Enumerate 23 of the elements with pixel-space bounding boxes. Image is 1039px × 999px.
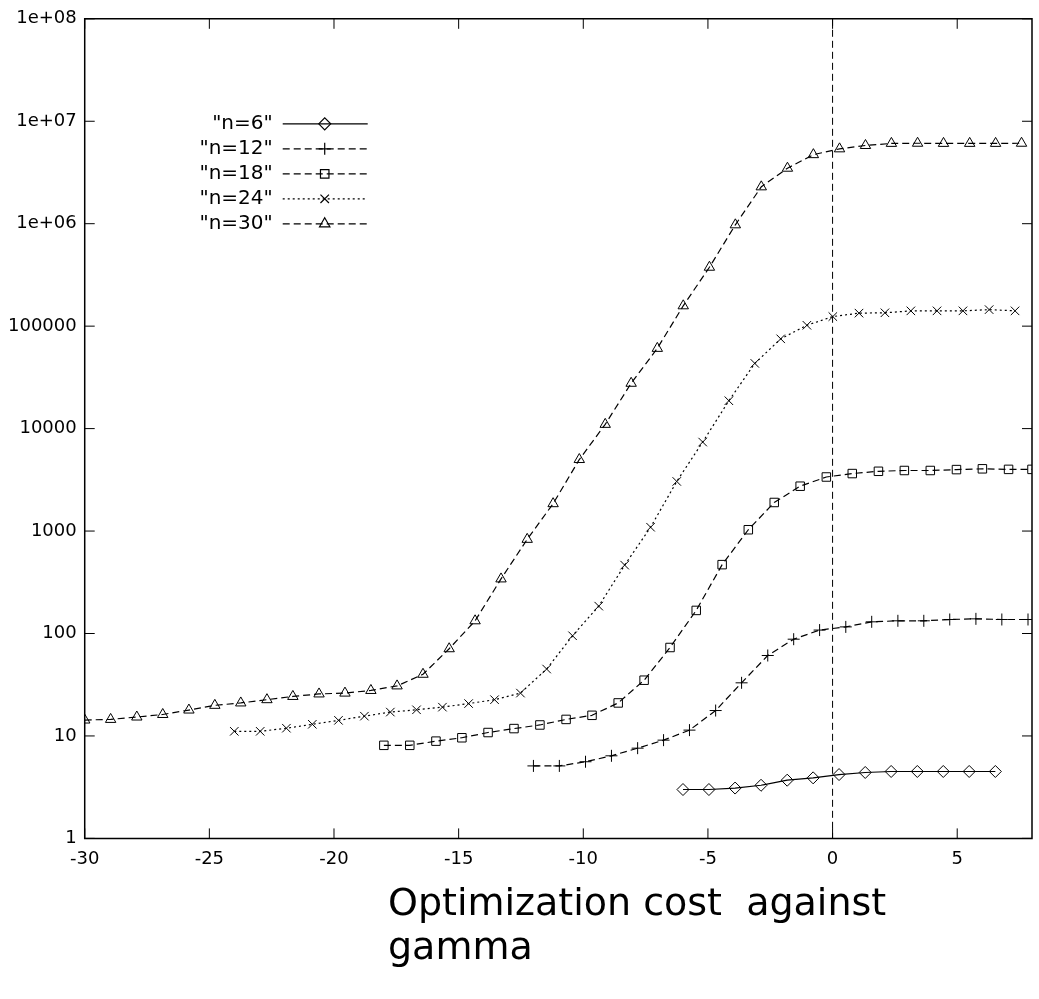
x-tick-label: -10 bbox=[568, 846, 598, 868]
x-tick-label: -5 bbox=[698, 846, 717, 868]
y-tick-label: 1e+08 bbox=[16, 6, 77, 28]
x-tick-label: 0 bbox=[826, 846, 839, 868]
legend-label: "n=18" bbox=[199, 160, 273, 184]
y-tick-label: 100 bbox=[42, 621, 77, 643]
legend-label: "n=24" bbox=[199, 185, 273, 209]
x-tick-label: 5 bbox=[951, 846, 963, 868]
legend-label: "n=30" bbox=[199, 210, 273, 234]
legend-label: "n=12" bbox=[199, 135, 273, 159]
y-tick-label: 1 bbox=[65, 826, 77, 848]
x-tick-label: -30 bbox=[70, 846, 100, 868]
legend-label: "n=6" bbox=[212, 110, 273, 134]
x-tick-label: -25 bbox=[194, 846, 225, 868]
x-axis-title: Optimization cost against gamma bbox=[388, 880, 888, 968]
y-tick-label: 1000 bbox=[30, 518, 77, 540]
y-tick-label: 1e+07 bbox=[16, 108, 77, 130]
x-tick-label: -15 bbox=[443, 846, 474, 868]
y-tick-label: 10000 bbox=[19, 416, 77, 438]
y-tick-label: 100000 bbox=[7, 313, 77, 335]
y-tick-label: 1e+06 bbox=[16, 211, 77, 233]
x-tick-label: -20 bbox=[319, 846, 349, 868]
y-tick-label: 10 bbox=[53, 723, 77, 745]
